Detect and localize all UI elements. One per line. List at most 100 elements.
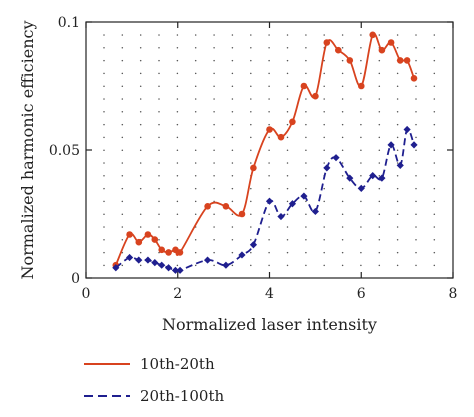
grid-dot xyxy=(194,98,197,100)
series-2-point xyxy=(332,154,340,162)
grid-dot xyxy=(341,187,344,190)
x-tick-label: 2 xyxy=(173,286,182,302)
grid-dot xyxy=(415,47,417,49)
grid-dot xyxy=(415,239,417,241)
grid-dot xyxy=(286,200,289,203)
grid-dot xyxy=(415,251,417,254)
grid-dot xyxy=(323,213,325,215)
grid-dot xyxy=(139,98,142,100)
grid-dot xyxy=(194,85,197,87)
grid-dot xyxy=(103,264,105,267)
grid-dot xyxy=(396,162,399,164)
y-axis-label: Normalized harmonic efficiency xyxy=(18,20,37,279)
grid-dot xyxy=(176,226,179,228)
series-2-point xyxy=(144,256,152,264)
grid-dot xyxy=(396,98,399,100)
grid-dot xyxy=(213,264,215,267)
grid-dot xyxy=(213,136,215,139)
grid-dot xyxy=(341,72,344,75)
grid-dot xyxy=(360,111,362,113)
grid-dot xyxy=(194,59,197,62)
grid-dot xyxy=(415,149,417,151)
grid-dot xyxy=(396,200,399,203)
grid-dot xyxy=(433,98,436,100)
grid-dot xyxy=(158,239,160,241)
grid-dot xyxy=(250,162,252,164)
grid-dot xyxy=(139,149,142,151)
grid-dot xyxy=(360,200,362,203)
grid-dot xyxy=(139,213,142,215)
grid-dot xyxy=(360,98,362,100)
grid-dot xyxy=(158,85,160,87)
grid-dot xyxy=(360,136,362,139)
grid-dot xyxy=(433,264,436,267)
grid-dot xyxy=(360,162,362,164)
grid-dot xyxy=(231,47,234,49)
grid-dot xyxy=(103,251,105,254)
grid-dot xyxy=(396,123,399,126)
grid-dot xyxy=(231,98,234,100)
grid-dot xyxy=(305,111,307,113)
grid-dot xyxy=(250,136,252,139)
grid-dot xyxy=(158,72,160,75)
grid-dot xyxy=(158,34,160,36)
y-tick-label: 0.1 xyxy=(58,15,80,31)
grid-dot xyxy=(415,187,417,190)
grid-dot xyxy=(396,187,399,190)
grid-dot xyxy=(176,239,179,241)
grid-dot xyxy=(415,264,417,267)
grid-dot xyxy=(268,251,270,254)
grid-dot xyxy=(139,72,142,75)
grid-dot xyxy=(268,187,270,190)
grid-dot xyxy=(323,111,325,113)
grid-dot xyxy=(213,149,215,151)
series-2-point xyxy=(387,141,395,149)
grid-dot xyxy=(103,239,105,241)
grid-dot xyxy=(231,149,234,151)
grid-dot xyxy=(213,175,215,177)
grid-dot xyxy=(268,34,270,36)
grid-dot xyxy=(341,239,344,241)
grid-dot xyxy=(231,72,234,75)
grid-dot xyxy=(194,264,197,267)
series-2-point xyxy=(171,266,180,274)
grid-dot xyxy=(103,162,105,164)
grid-dot xyxy=(158,213,160,215)
grid-dot xyxy=(121,200,124,203)
grid-dot xyxy=(396,72,399,75)
grid-dot xyxy=(415,85,417,87)
grid-dot xyxy=(341,59,344,62)
grid-dot xyxy=(360,264,362,267)
grid-dot xyxy=(176,264,179,267)
grid-dot xyxy=(139,187,142,190)
grid-dot xyxy=(231,136,234,139)
grid-dot xyxy=(121,175,124,177)
grid-dot xyxy=(139,200,142,203)
grid-dot xyxy=(158,187,160,190)
grid-dot xyxy=(305,239,307,241)
grid-dot xyxy=(176,175,179,177)
grid-dot xyxy=(378,149,381,151)
series-line-1 xyxy=(114,32,415,266)
series-2-point xyxy=(203,256,212,264)
grid-dot xyxy=(323,123,325,126)
grid-dot xyxy=(103,47,105,49)
grid-dot xyxy=(286,136,289,139)
series-1-point xyxy=(300,82,308,90)
grid-dot xyxy=(158,149,160,151)
grid-dot xyxy=(305,98,307,100)
grid-dot xyxy=(286,251,289,254)
grid-dot xyxy=(250,264,252,267)
grid-dot xyxy=(415,34,417,36)
grid-dot xyxy=(158,162,160,164)
series-1-point xyxy=(289,118,296,126)
x-tick-label: 6 xyxy=(357,286,366,302)
grid-dot xyxy=(213,72,215,75)
grid-dot xyxy=(268,72,270,75)
grid-dot xyxy=(396,34,399,36)
grid-dot xyxy=(286,111,289,113)
series-1-point xyxy=(323,39,331,46)
grid-dot xyxy=(323,85,325,87)
grid-dot xyxy=(194,149,197,151)
